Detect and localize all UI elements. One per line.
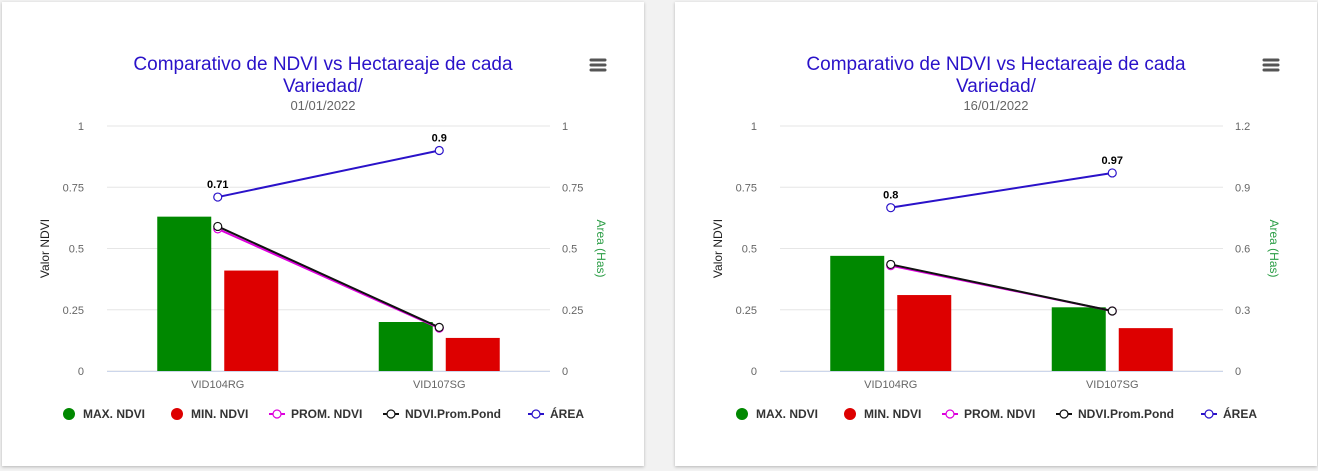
- legend-item-area[interactable]: ÁREA: [528, 406, 584, 421]
- y2-tick-label: 0.6: [1235, 244, 1250, 256]
- y2-axis-title: Area (Has): [1267, 219, 1281, 277]
- bar-min-ndvi: [897, 295, 952, 371]
- point-area[interactable]: [213, 192, 223, 202]
- bar-min-ndvi: [224, 270, 279, 371]
- legend-item-max-ndvi[interactable]: MAX. NDVI: [736, 407, 818, 421]
- bar-min-ndvi: [1118, 328, 1173, 371]
- bar-max-ndvi: [830, 255, 885, 371]
- x-tick-label: VID104RG: [864, 379, 917, 391]
- legend-symbol: [844, 408, 856, 420]
- y2-tick-label: 0.3: [1235, 305, 1250, 317]
- y2-tick-label: 0: [1235, 366, 1241, 378]
- bar-max-ndvi: [378, 322, 433, 371]
- y-tick-label: 0.75: [63, 182, 84, 194]
- legend-symbol: [736, 408, 748, 420]
- legend-label: NDVI.Prom.Pond: [405, 407, 501, 421]
- legend-label: MAX. NDVI: [83, 407, 145, 421]
- line-area: [217, 149, 440, 199]
- x-tick-label: VID107SG: [1086, 379, 1139, 391]
- x-tick-label: VID107SG: [413, 379, 466, 391]
- y-tick-label: 0.25: [63, 305, 84, 317]
- point-area[interactable]: [886, 203, 896, 213]
- hamburger-menu-icon[interactable]: [1260, 55, 1282, 75]
- legend-label: MAX. NDVI: [756, 407, 818, 421]
- point-ndvi-prom-pond[interactable]: [213, 221, 223, 232]
- legend-marker: [1059, 409, 1069, 419]
- legend-symbol: [171, 408, 183, 420]
- legend-marker: [386, 409, 396, 419]
- legend-marker: [272, 409, 282, 419]
- data-label-area: 0.97: [1102, 155, 1123, 167]
- legend-label: PROM. NDVI: [964, 407, 1035, 421]
- y-tick-label: 0: [751, 366, 757, 378]
- y2-tick-label: 0.9: [1235, 182, 1250, 194]
- y2-tick-label: 1.2: [1235, 121, 1250, 133]
- legend-marker: [531, 409, 541, 419]
- data-label-area: 0.71: [207, 179, 228, 191]
- legend-label: NDVI.Prom.Pond: [1078, 407, 1174, 421]
- legend-label: MIN. NDVI: [864, 407, 921, 421]
- legend-label: MIN. NDVI: [191, 407, 248, 421]
- legend-item-ndvi-prom-pond[interactable]: NDVI.Prom.Pond: [1056, 407, 1174, 421]
- legend-item-prom-ndvi[interactable]: PROM. NDVI: [269, 407, 362, 421]
- chart-card-2: Comparativo de NDVI vs Hectareaje de cad…: [675, 2, 1317, 466]
- bar-min-ndvi: [445, 337, 500, 371]
- legend-label: ÁREA: [1223, 406, 1257, 421]
- legend-item-max-ndvi[interactable]: MAX. NDVI: [63, 407, 145, 421]
- y-axis-title: Valor NDVI: [711, 219, 725, 278]
- data-label-area: 0.9: [432, 133, 447, 145]
- legend-label: ÁREA: [550, 406, 584, 421]
- x-tick-label: VID104RG: [191, 379, 244, 391]
- chart-title-line-2: Variedad/: [956, 76, 1037, 97]
- line-ndvi-prom-pond: [890, 263, 1113, 312]
- legend-label: PROM. NDVI: [291, 407, 362, 421]
- y2-tick-label: 0.5: [562, 244, 577, 256]
- bar-max-ndvi: [157, 216, 212, 371]
- point-area[interactable]: [1107, 168, 1117, 178]
- y-tick-label: 0.5: [742, 244, 757, 256]
- point-ndvi-prom-pond[interactable]: [434, 322, 444, 332]
- hamburger-menu-icon[interactable]: [587, 55, 609, 75]
- data-label-area: 0.8: [883, 190, 898, 202]
- chart-1: Comparativo de NDVI vs Hectareaje de cad…: [38, 54, 609, 421]
- chart-title-line-1: Comparativo de NDVI vs Hectareaje de cad…: [806, 54, 1186, 75]
- chart-subtitle: 16/01/2022: [963, 98, 1028, 113]
- line-area: [890, 171, 1113, 209]
- legend-item-area[interactable]: ÁREA: [1201, 406, 1257, 421]
- point-ndvi-prom-pond[interactable]: [1107, 306, 1117, 316]
- legend-symbol: [63, 408, 75, 420]
- legend-marker: [1204, 409, 1214, 419]
- y2-tick-label: 1: [562, 121, 568, 133]
- point-area[interactable]: [434, 145, 444, 156]
- chart-card-1: Comparativo de NDVI vs Hectareaje de cad…: [2, 2, 644, 466]
- legend-item-min-ndvi[interactable]: MIN. NDVI: [844, 407, 921, 421]
- y-axis-title: Valor NDVI: [38, 219, 52, 278]
- bar-max-ndvi: [1051, 307, 1106, 371]
- chart-2: Comparativo de NDVI vs Hectareaje de cad…: [711, 54, 1282, 421]
- point-ndvi-prom-pond[interactable]: [886, 259, 896, 270]
- chart-title-line-2: Variedad/: [283, 76, 364, 97]
- y2-tick-label: 0.75: [562, 182, 583, 194]
- legend-item-min-ndvi[interactable]: MIN. NDVI: [171, 407, 248, 421]
- legend-marker: [945, 409, 955, 419]
- y2-axis-title: Area (Has): [594, 219, 608, 277]
- y-tick-label: 1: [751, 121, 757, 133]
- y2-tick-label: 0: [562, 366, 568, 378]
- y-tick-label: 0.5: [69, 244, 84, 256]
- legend-item-prom-ndvi[interactable]: PROM. NDVI: [942, 407, 1035, 421]
- y-tick-label: 0.75: [736, 182, 757, 194]
- y-tick-label: 0.25: [736, 305, 757, 317]
- chart-title-line-1: Comparativo de NDVI vs Hectareaje de cad…: [133, 54, 513, 75]
- chart-subtitle: 01/01/2022: [290, 98, 355, 113]
- y-tick-label: 0: [78, 366, 84, 378]
- y-tick-label: 1: [78, 121, 84, 133]
- legend-item-ndvi-prom-pond[interactable]: NDVI.Prom.Pond: [383, 407, 501, 421]
- y2-tick-label: 0.25: [562, 305, 583, 317]
- line-ndvi-prom-pond: [217, 225, 440, 329]
